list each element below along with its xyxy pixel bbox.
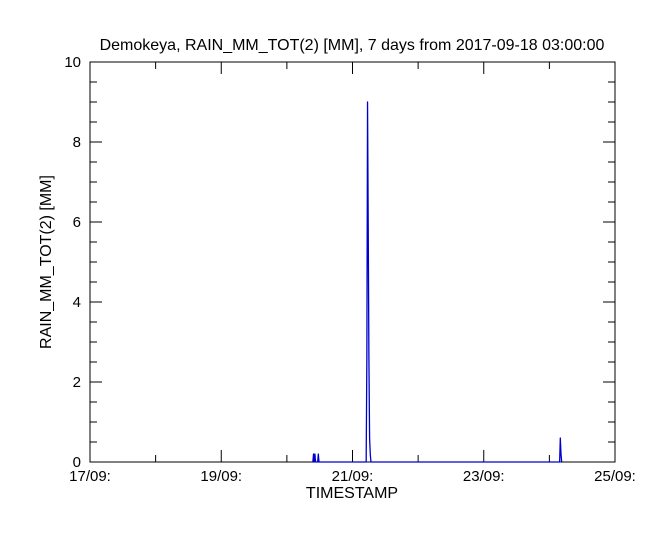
x-tick-labels: 17/09: 19/09: 21/09: 23/09: 25/09: [69, 468, 636, 485]
y-tick-labels: 0 2 4 6 8 10 [64, 54, 81, 471]
x-tick-label: 25/09: [594, 468, 636, 485]
axis-ticks [89, 61, 616, 463]
y-tick-label: 0 [73, 454, 81, 471]
y-tick-label: 8 [73, 134, 81, 151]
y-tick-label: 10 [64, 54, 81, 71]
y-tick-label: 2 [73, 374, 81, 391]
x-axis-label: TIMESTAMP [306, 485, 398, 502]
series-line [312, 101, 563, 463]
x-tick-label: 19/09: [200, 468, 242, 485]
x-tick-label: 21/09: [332, 468, 374, 485]
chart-title: Demokeya, RAIN_MM_TOT(2) [MM], 7 days fr… [100, 37, 605, 54]
series-group [312, 101, 563, 463]
plot-frame [89, 61, 616, 463]
y-axis-label: RAIN_MM_TOT(2) [MM] [38, 175, 55, 349]
x-tick-label: 23/09: [463, 468, 505, 485]
x-tick-label: 17/09: [69, 468, 111, 485]
y-tick-label: 6 [73, 214, 81, 231]
y-tick-label: 4 [73, 294, 81, 311]
